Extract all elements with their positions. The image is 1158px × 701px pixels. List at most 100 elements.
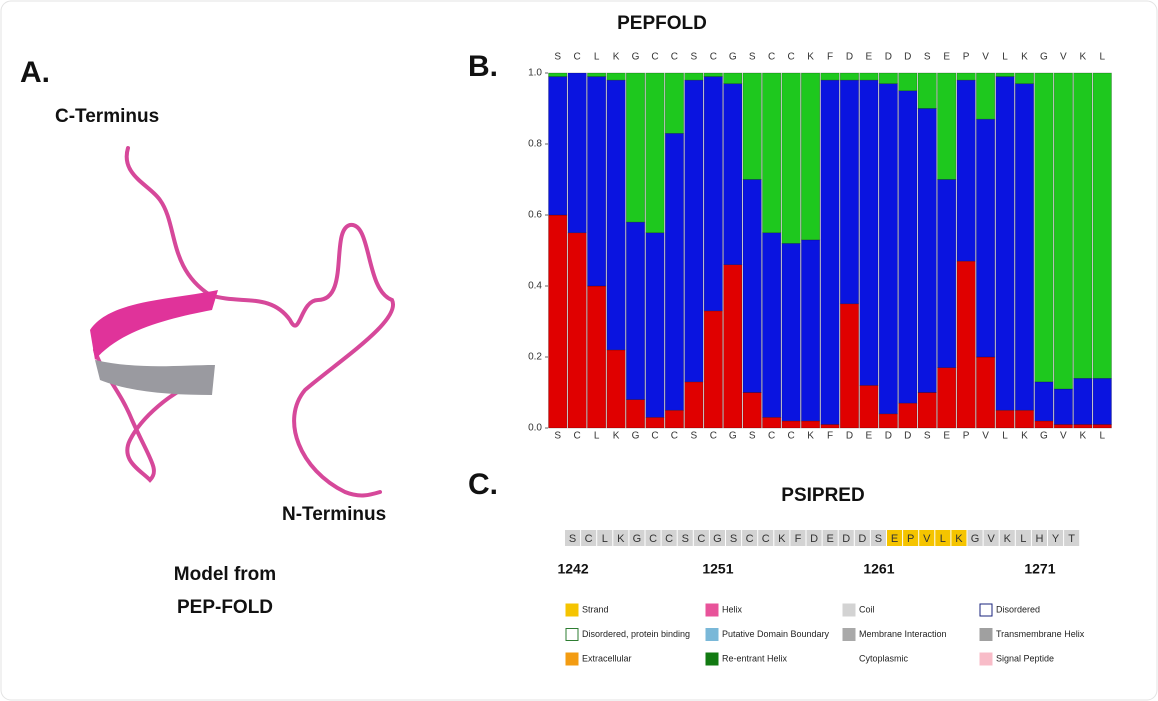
residue: D [842, 533, 850, 545]
residue: E [826, 533, 833, 545]
residue: C [746, 533, 754, 545]
x-tick-label: E [943, 52, 950, 63]
bar-segment [956, 79, 976, 262]
x-tick-label: K [613, 52, 620, 63]
x-tick-label: C [787, 52, 794, 63]
residue-box [983, 530, 999, 546]
legend-label: Disordered, protein binding [582, 629, 690, 639]
caption: PEP-FOLD [177, 597, 273, 618]
bar-segment [878, 413, 898, 429]
x-tick-label: L [594, 431, 600, 442]
x-tick-label: C [574, 52, 581, 63]
bar-segment [703, 72, 723, 77]
caption: Model from [174, 564, 276, 585]
chart-title: PEPFOLD [617, 13, 707, 34]
legend-label: Cytoplasmic [859, 653, 909, 663]
legend-label: Disordered [996, 604, 1040, 614]
x-tick-label: F [827, 431, 833, 442]
legend-label: Putative Domain Boundary [722, 629, 830, 639]
residue-box [629, 530, 645, 546]
bar-segment [1053, 388, 1073, 425]
residue-box [967, 530, 983, 546]
residue: C [762, 533, 770, 545]
bar-segment [587, 285, 607, 429]
bar-segment [859, 385, 879, 429]
bar-segment [859, 72, 879, 81]
x-tick-label: E [943, 431, 950, 442]
bar-segment [1092, 424, 1112, 429]
bar-segment [937, 179, 957, 368]
residue-box [774, 530, 790, 546]
bar-segment [917, 392, 937, 429]
residue: K [1004, 533, 1012, 545]
residue: C [649, 533, 657, 545]
bar-segment [548, 72, 568, 77]
residue-box [870, 530, 886, 546]
residue-box [951, 530, 967, 546]
bar-segment [898, 90, 918, 404]
residue-box [613, 530, 629, 546]
bar-segment [684, 79, 704, 383]
bar-segment [781, 72, 801, 244]
n-terminus-label: N-Terminus [282, 504, 386, 525]
x-tick-label: D [846, 52, 853, 63]
c-terminus-label: C-Terminus [55, 106, 159, 127]
helix-ribbon [90, 290, 218, 360]
legend-label: Helix [722, 604, 743, 614]
x-tick-label: D [885, 431, 892, 442]
bar-segment [839, 72, 859, 81]
bar-segment [606, 72, 626, 81]
x-tick-label: E [866, 52, 873, 63]
bar-segment [664, 409, 684, 429]
bar-segment [878, 83, 898, 415]
residue-box [581, 530, 597, 546]
legend-swatch [842, 603, 856, 617]
residue-box [726, 530, 742, 546]
residue-box [742, 530, 758, 546]
residue: S [682, 533, 689, 545]
residue-box [645, 530, 661, 546]
legend-swatch [979, 603, 993, 617]
bar-segment [801, 72, 821, 241]
y-tick-label: 1.0 [528, 68, 542, 79]
residue-box [1064, 530, 1080, 546]
bar-segment [684, 72, 704, 81]
x-tick-label: C [710, 52, 717, 63]
x-tick-label: D [846, 431, 853, 442]
bar-segment [1073, 424, 1093, 429]
x-tick-label: D [904, 52, 911, 63]
bar-segment [1053, 72, 1073, 390]
bar-segment [703, 76, 723, 312]
x-tick-label: S [924, 431, 931, 442]
x-tick-label: C [768, 52, 775, 63]
bar-segment [703, 310, 723, 429]
y-tick-label: 0.0 [528, 423, 542, 434]
x-tick-label: G [632, 431, 640, 442]
bar-segment [976, 118, 996, 358]
bar-segment [587, 76, 607, 287]
x-tick-label: G [729, 52, 737, 63]
bar-segment [839, 79, 859, 305]
legend-label: Signal Peptide [996, 653, 1054, 663]
residue-box [806, 530, 822, 546]
bar-segment [645, 417, 665, 429]
bar-segment [548, 76, 568, 216]
x-tick-label: K [1021, 431, 1028, 442]
bar-segment [1034, 420, 1054, 429]
bar-segment [839, 303, 859, 429]
bar-segment [801, 420, 821, 429]
residue-box [919, 530, 935, 546]
legend-swatch [565, 603, 579, 617]
x-tick-label: C [671, 431, 678, 442]
bar-segment [723, 264, 743, 429]
bar-segment [995, 76, 1015, 411]
x-tick-label: E [866, 431, 873, 442]
residue: S [730, 533, 737, 545]
legend-swatch [705, 628, 719, 641]
bar-segment [645, 232, 665, 418]
legend-swatch [565, 628, 579, 641]
bar-segment [976, 356, 996, 429]
bar-segment [995, 72, 1015, 77]
residue: C [585, 533, 593, 545]
